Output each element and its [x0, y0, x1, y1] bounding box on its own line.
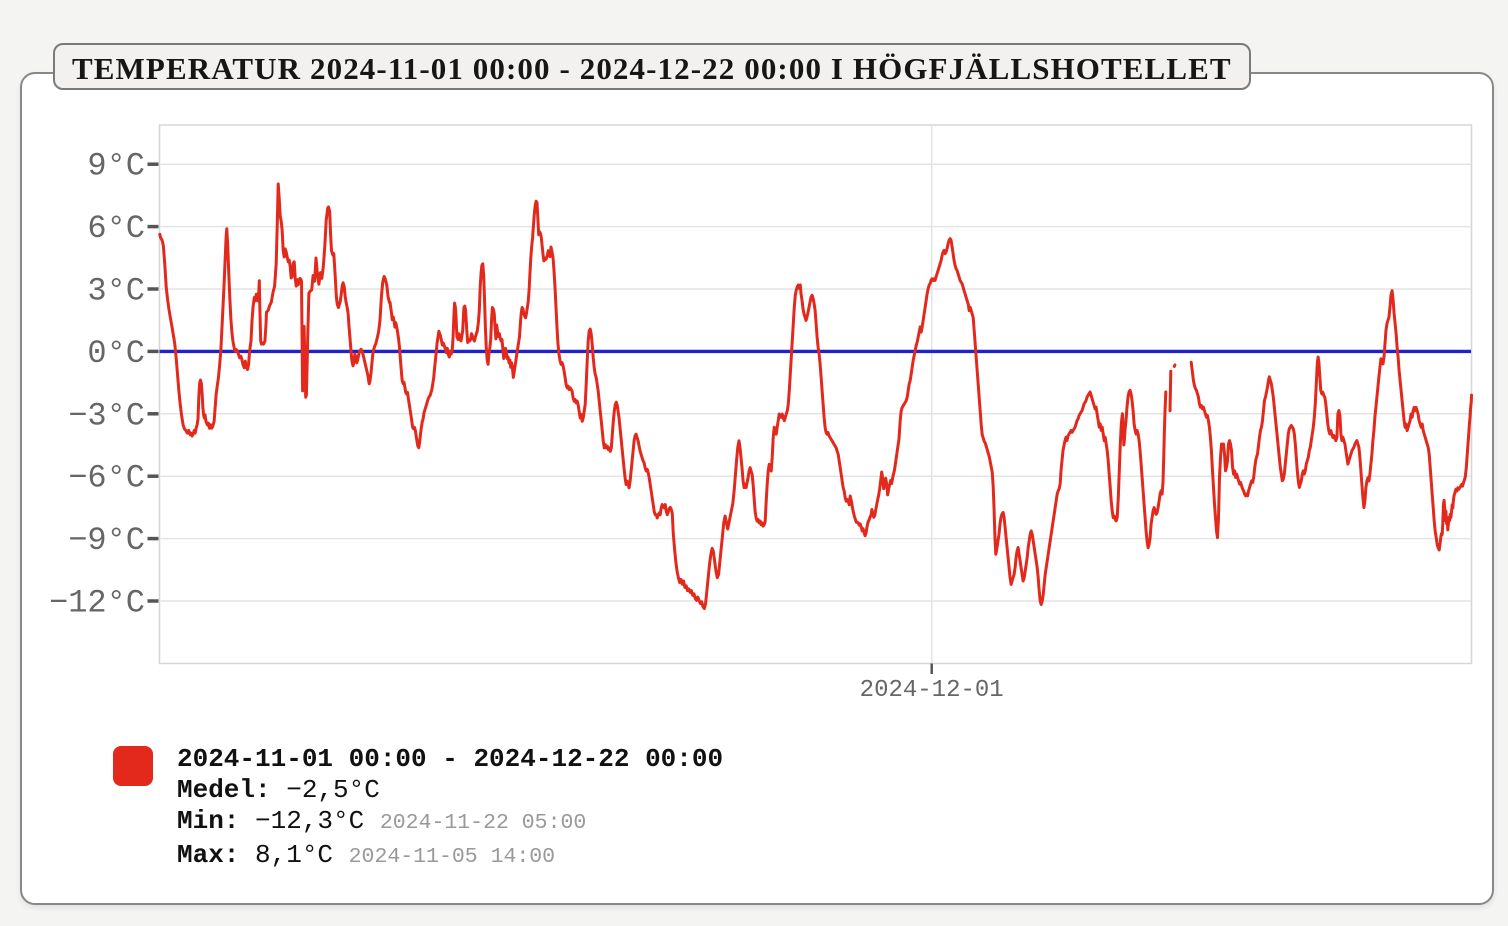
svg-text:3°C: 3°C: [87, 273, 145, 310]
svg-text:2024-12-01: 2024-12-01: [860, 677, 1004, 704]
svg-text:9°C: 9°C: [87, 148, 145, 185]
svg-text:6°C: 6°C: [87, 210, 145, 247]
svg-text:−3°C: −3°C: [68, 397, 145, 434]
svg-text:−9°C: −9°C: [68, 522, 145, 559]
svg-text:−6°C: −6°C: [68, 460, 145, 497]
svg-text:−12°C: −12°C: [49, 585, 145, 622]
svg-text:0°C: 0°C: [87, 335, 145, 372]
